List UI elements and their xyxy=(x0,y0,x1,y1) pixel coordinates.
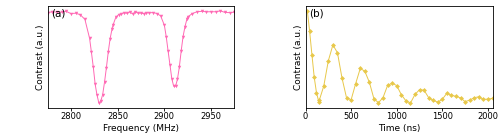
Y-axis label: Contrast (a.u.): Contrast (a.u.) xyxy=(36,24,44,90)
Y-axis label: Contrast (a.u.): Contrast (a.u.) xyxy=(294,24,302,90)
Text: (a): (a) xyxy=(51,8,66,18)
Text: (b): (b) xyxy=(310,8,324,18)
X-axis label: Frequency (MHz): Frequency (MHz) xyxy=(103,124,179,133)
X-axis label: Time (ns): Time (ns) xyxy=(378,124,420,133)
